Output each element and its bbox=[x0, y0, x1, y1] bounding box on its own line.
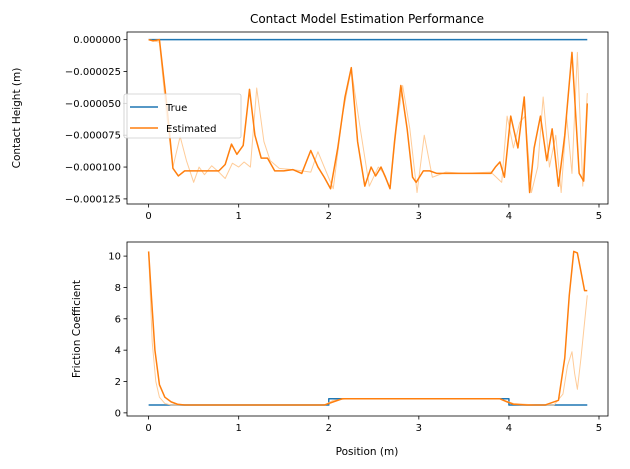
top-x-ticks: 0 1 2 3 4 5 bbox=[145, 204, 602, 222]
top-y-tick-label: −0.000025 bbox=[65, 67, 121, 78]
top-x-tick-label: 3 bbox=[416, 211, 422, 222]
top-subplot: Contact Model Estimation Performance 0 1 2… bbox=[11, 12, 609, 222]
legend-label-true: True bbox=[165, 103, 187, 114]
bottom-y-tick-label: 6 bbox=[115, 314, 121, 325]
top-x-tick-label: 0 bbox=[145, 211, 151, 222]
bottom-axes-frame bbox=[126, 241, 609, 417]
bottom-series-layer bbox=[147, 250, 588, 406]
bottom-y-tick-label: 4 bbox=[115, 346, 121, 357]
top-x-tick-label: 1 bbox=[236, 211, 242, 222]
bottom-x-tick-label: 3 bbox=[416, 423, 422, 434]
x-axis-label: Position (m) bbox=[336, 446, 399, 458]
legend-box bbox=[123, 93, 242, 139]
bottom-x-ticks: 0 1 2 3 4 5 bbox=[145, 416, 602, 434]
bottom-x-tick-label: 4 bbox=[506, 423, 512, 434]
top-y-tick-label: −0.000050 bbox=[65, 99, 121, 110]
bottom-y-tick-label: 8 bbox=[115, 283, 121, 294]
top-y-axis-label: Contact Height (m) bbox=[11, 68, 23, 169]
bottom-subplot: 0 1 2 3 4 5 0 2 4 6 8 10 Friction Coefficient Posi… bbox=[71, 241, 609, 458]
bottom-x-tick-label: 2 bbox=[326, 423, 332, 434]
top-series-line-2 bbox=[148, 38, 589, 194]
chart-title: Contact Model Estimation Performance bbox=[250, 12, 484, 26]
bottom-y-ticks: 0 2 4 6 8 10 bbox=[108, 252, 127, 419]
bottom-y-axis-label: Friction Coefficient bbox=[71, 280, 83, 378]
bottom-series-line-2 bbox=[147, 250, 588, 406]
bottom-y-tick-label: 0 bbox=[115, 408, 121, 419]
bottom-y-tick-label: 2 bbox=[115, 377, 121, 388]
top-x-tick-label: 2 bbox=[326, 211, 332, 222]
top-x-tick-label: 5 bbox=[596, 211, 602, 222]
top-series-line-1 bbox=[148, 39, 588, 194]
top-y-tick-label: −0.000125 bbox=[65, 194, 121, 205]
legend-label-estimated: Estimated bbox=[166, 124, 217, 135]
bottom-x-tick-label: 5 bbox=[596, 423, 602, 434]
bottom-x-tick-label: 0 bbox=[145, 423, 151, 434]
top-y-tick-label: 0.000000 bbox=[73, 35, 121, 46]
top-x-tick-label: 4 bbox=[506, 211, 512, 222]
top-series-layer bbox=[148, 38, 589, 194]
legend: True Estimated bbox=[123, 93, 242, 139]
top-y-tick-label: −0.000075 bbox=[65, 131, 121, 142]
top-y-tick-label: −0.000100 bbox=[65, 163, 121, 174]
bottom-y-tick-label: 10 bbox=[108, 252, 121, 263]
top-y-ticks: 0.000000 −0.000025 −0.000050 −0.000075 −0.00… bbox=[65, 35, 127, 205]
bottom-x-tick-label: 1 bbox=[236, 423, 242, 434]
